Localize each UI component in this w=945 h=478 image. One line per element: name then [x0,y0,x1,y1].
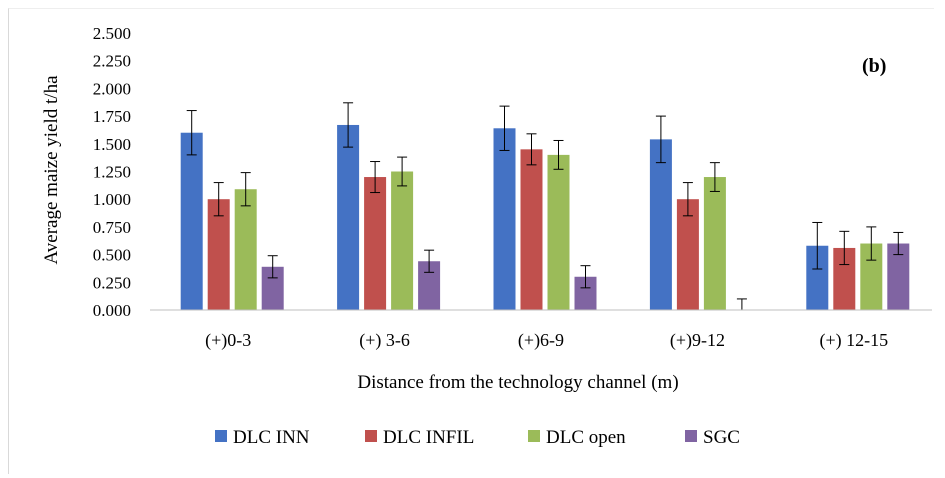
legend-label: DLC INFIL [383,427,474,448]
bar [364,177,387,310]
bar [860,243,883,310]
bar [207,199,230,310]
chart-frame [8,8,934,474]
bar [649,139,672,310]
bar [391,171,414,310]
bar [806,245,829,310]
y-tick-label: 1.000 [93,190,131,209]
y-tick-label: 2.000 [93,79,131,98]
legend-swatch [685,430,697,442]
bar [703,177,726,310]
bar [493,128,516,310]
legend-label: SGC [703,427,740,448]
y-tick-label: 0.500 [93,246,131,265]
y-tick-label: 0.250 [93,273,131,292]
x-category-label: (+) 12-15 [819,330,888,351]
legend-swatch [528,430,540,442]
legend-label: DLC open [546,427,626,448]
x-category-label: (+)0-3 [205,330,251,351]
y-tick-label: 2.250 [93,52,131,71]
x-axis-title: Distance from the technology channel (m) [357,372,678,393]
bar [180,132,203,310]
bar [887,243,910,310]
y-tick-label: 0.000 [93,301,131,320]
bar [574,276,597,310]
y-tick-label: 1.500 [93,135,131,154]
y-axis-title: Average maize yield t/ha [41,75,62,265]
x-category-label: (+)9-12 [670,330,725,351]
x-category-label: (+) 3-6 [359,330,410,351]
y-tick-label: 1.250 [93,163,131,182]
bar [261,266,284,310]
y-axis-ticks: 0.000 0.250 0.500 0.750 1.000 1.250 1.500 1.750… [93,24,131,320]
legend-swatch [215,430,227,442]
bar [676,199,699,310]
bar [337,124,360,311]
legend-label: DLC INN [233,427,310,448]
panel-label: (b) [862,55,886,77]
bar [234,189,257,310]
x-axis-categories: (+)0-3 (+) 3-6 (+)6-9 (+)9-12 (+) 12-15 [205,330,888,351]
y-tick-label: 1.750 [93,107,131,126]
y-tick-label: 2.500 [93,24,131,43]
legend-swatch [365,430,377,442]
bar [833,247,856,310]
legend: DLC INN DLC INFIL DLC open SGC [215,427,740,448]
bar [520,149,543,310]
bar [547,154,570,310]
y-tick-label: 0.750 [93,218,131,237]
bar [418,261,441,310]
x-category-label: (+)6-9 [518,330,564,351]
bars [180,102,910,311]
